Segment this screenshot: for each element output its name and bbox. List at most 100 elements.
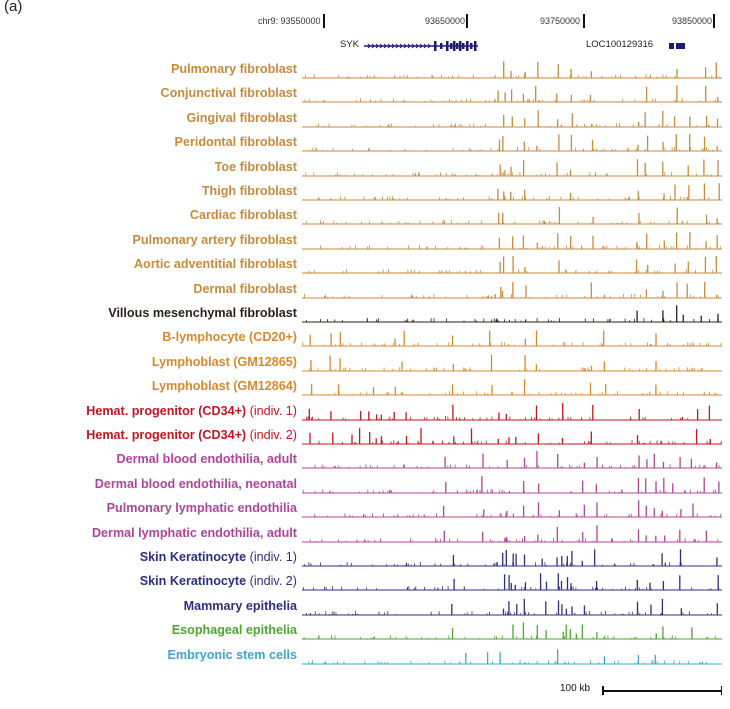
track-label: Esophageal epithelia <box>172 623 297 637</box>
track-name: Dermal lymphatic endothilia, adult <box>91 525 297 540</box>
scale-bar: 100 kb <box>560 683 725 698</box>
signal-track <box>302 61 722 79</box>
track-name: Peridontal fibroblast <box>174 135 297 150</box>
track-name: Thigh fibroblast <box>201 184 297 198</box>
track-label: Gingival fibroblast <box>186 111 297 125</box>
track-label: Dermal fibroblast <box>193 282 297 296</box>
panel-label: (a) <box>4 0 23 15</box>
track-row: Dermal blood endothilia, adult <box>0 448 730 472</box>
scale-bar-line <box>602 687 722 694</box>
exon-block <box>440 43 443 49</box>
signal-track <box>302 207 722 225</box>
track-name: Skin Keratinocyte <box>139 550 247 564</box>
signal-track <box>302 379 722 396</box>
track-name: Conjunctival fibroblast <box>160 86 297 101</box>
coordinate-label: 93750000 <box>540 16 581 26</box>
strand-arrow <box>419 43 423 49</box>
track-name: Dermal blood endothilia, adult <box>116 452 297 467</box>
track-name: Cardiac fibroblast <box>189 208 297 223</box>
track-row: Conjunctival fibroblast <box>0 82 730 106</box>
gene-annotation-track: SYK LOC100129316 <box>0 36 730 56</box>
strand-arrow <box>379 43 383 49</box>
track-name: Pulmonary artery fibroblast <box>132 232 297 247</box>
signal-track <box>302 648 722 665</box>
signal-track <box>302 158 722 177</box>
track-row: Lymphoblast (GM12865) <box>0 351 730 375</box>
strand-arrow <box>427 43 431 49</box>
track-suffix: (indiv. 2) <box>246 574 297 589</box>
signal-track <box>302 281 722 299</box>
signal-track <box>302 85 722 103</box>
signal-track <box>302 573 722 591</box>
strand-arrow <box>411 43 415 49</box>
track-label: Villous mesenchymal fibroblast <box>108 306 297 320</box>
track-name: Hemat. progenitor (CD34+) <box>86 403 247 418</box>
strand-arrow <box>407 43 411 49</box>
track-row: Dermal blood endothilia, neonatal <box>0 473 730 497</box>
signal-track <box>302 475 722 494</box>
signal-track <box>302 183 722 201</box>
strand-arrow <box>403 43 407 49</box>
track-name: Lymphoblast (GM12865) <box>151 354 297 369</box>
exon-block <box>459 41 462 51</box>
track-name: B-lymphocyte (CD20+) <box>162 330 297 345</box>
exon-block <box>434 41 437 51</box>
gene-model-syk <box>364 41 478 51</box>
track-label: Conjunctival fibroblast <box>161 86 297 100</box>
track-suffix: (indiv. 1) <box>246 550 297 564</box>
track-suffix: (indiv. 2) <box>246 428 297 442</box>
track-label: Thigh fibroblast <box>202 184 297 198</box>
track-name: Gingival fibroblast <box>186 110 297 125</box>
track-name: Mammary epithelia <box>183 598 297 613</box>
track-label: Dermal blood endothilia, neonatal <box>95 477 297 491</box>
track-name: Esophageal epithelia <box>171 623 297 638</box>
track-label: Embryonic stem cells <box>168 648 298 662</box>
track-label: Dermal blood endothilia, adult <box>116 452 297 466</box>
track-row: B-lymphocyte (CD20+) <box>0 326 730 350</box>
signal-track <box>302 622 722 640</box>
signal-track <box>302 231 722 250</box>
scale-bar-label: 100 kb <box>560 683 591 694</box>
coordinate-tick <box>466 14 468 28</box>
gene-model-loc <box>669 43 685 49</box>
track-label: B-lymphocyte (CD20+) <box>162 330 297 344</box>
exon-block <box>450 43 453 49</box>
track-row: Cardiac fibroblast <box>0 204 730 228</box>
track-row: Peridontal fibroblast <box>0 131 730 155</box>
signal-track <box>302 500 722 518</box>
strand-arrow <box>371 43 375 49</box>
track-row: Thigh fibroblast <box>0 180 730 204</box>
exon-block <box>462 43 465 49</box>
signal-track <box>302 109 722 128</box>
track-row: Hemat. progenitor (CD34+) (indiv. 2) <box>0 424 730 448</box>
track-label: Skin Keratinocyte (indiv. 1) <box>140 550 297 564</box>
signal-track <box>302 524 722 543</box>
track-row: Dermal fibroblast <box>0 278 730 302</box>
strand-arrow <box>395 43 399 49</box>
track-name: Hemat. progenitor (CD34+) <box>86 428 247 442</box>
signal-track <box>302 549 722 567</box>
signal-track <box>302 598 722 616</box>
track-suffix: (indiv. 1) <box>246 403 297 418</box>
track-label: Pulmonary lymphatic endothilia <box>107 501 297 515</box>
track-row: Lymphoblast (GM12864) <box>0 375 730 399</box>
signal-track <box>302 134 722 152</box>
track-row: Aortic adventitial fibroblast <box>0 253 730 277</box>
exon-block <box>466 41 469 51</box>
exon-block <box>474 41 477 51</box>
signal-track <box>302 451 722 469</box>
track-label: Toe fibroblast <box>215 160 297 174</box>
track-name: Villous mesenchymal fibroblast <box>108 306 297 320</box>
track-row: Skin Keratinocyte (indiv. 2) <box>0 570 730 594</box>
strand-arrow <box>391 43 395 49</box>
track-name: Dermal blood endothilia, neonatal <box>94 476 297 491</box>
track-label: Hemat. progenitor (CD34+) (indiv. 2) <box>86 428 297 442</box>
track-label: Pulmonary artery fibroblast <box>133 233 297 247</box>
track-label: Skin Keratinocyte (indiv. 2) <box>140 574 297 588</box>
track-label: Lymphoblast (GM12864) <box>152 379 297 393</box>
signal-track <box>302 330 722 347</box>
track-row: Pulmonary fibroblast <box>0 58 730 82</box>
coordinate-tick <box>713 14 715 28</box>
track-row: Dermal lymphatic endothilia, adult <box>0 522 730 546</box>
coordinate-tick <box>583 14 585 28</box>
